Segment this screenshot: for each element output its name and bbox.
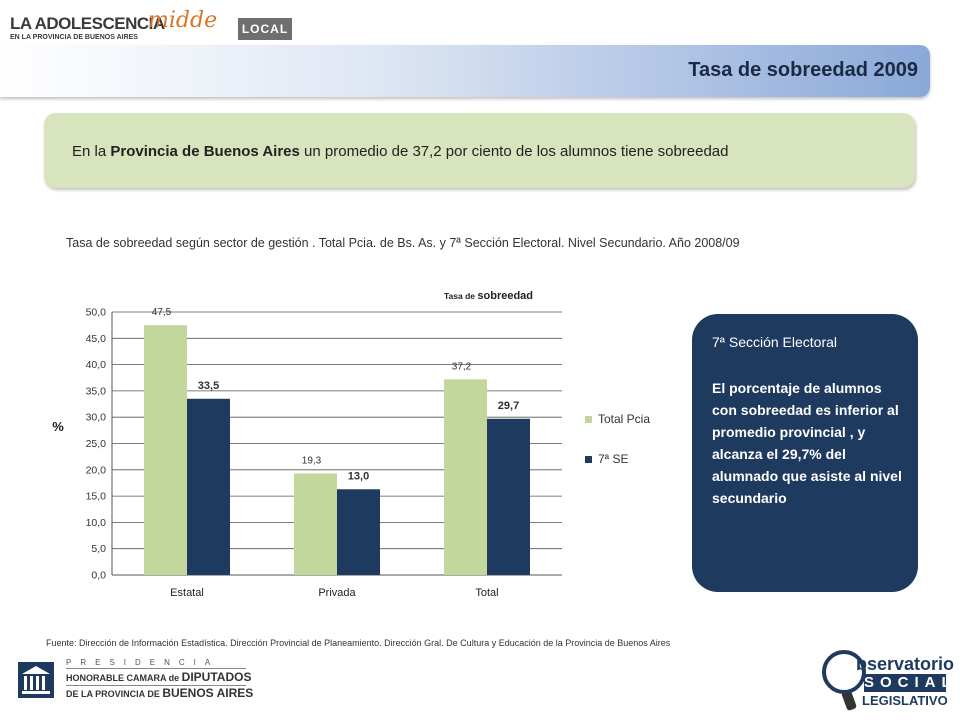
- brand-name: LA ADOLESCENCIA: [10, 14, 165, 33]
- observatorio-logo: bservatorio SOCIAL LEGISLATIVO: [820, 648, 957, 714]
- summary-text: En la Provincia de Buenos Aires un prome…: [72, 143, 729, 160]
- data-label: 13,0: [348, 470, 369, 482]
- y-tick-label: 30,0: [86, 412, 107, 424]
- chart-title: Tasa de sobreedad: [444, 290, 533, 302]
- data-label: 33,5: [198, 380, 219, 392]
- chart-caption: Tasa de sobreedad según sector de gestió…: [66, 236, 740, 250]
- summary-suffix: un promedio de 37,2 por ciento de los al…: [299, 143, 729, 160]
- diputados-logo: PRESIDENCIA HONORABLE CAMARA de DIPUTADO…: [18, 656, 253, 706]
- observatorio-label: bservatorio: [856, 654, 955, 674]
- x-tick-label: Privada: [318, 587, 356, 599]
- legislativo-label: LEGISLATIVO: [862, 693, 948, 708]
- y-tick-label: 50,0: [86, 307, 107, 319]
- social-label: SOCIAL: [864, 674, 957, 692]
- info-box: 7ª Sección Electoral El porcentaje de al…: [692, 314, 918, 592]
- y-tick-label: 45,0: [86, 333, 107, 345]
- y-tick-label: 0,0: [91, 570, 106, 582]
- legend-label: 7ª SE: [598, 452, 628, 466]
- y-axis-label: %: [52, 419, 64, 434]
- brand-logo: LA ADOLESCENCIA midde EN LA PROVINCIA DE…: [10, 8, 292, 44]
- logo-line-2b: BUENOS AIRES: [162, 686, 254, 700]
- y-tick-label: 35,0: [86, 385, 107, 397]
- data-label: 37,2: [452, 361, 472, 372]
- chart-title-small: Tasa de: [444, 291, 477, 301]
- data-label: 29,7: [498, 400, 519, 412]
- y-tick-label: 20,0: [86, 464, 107, 476]
- brand-subtitle: EN LA PROVINCIA DE BUENOS AIRES: [10, 34, 138, 41]
- bar-total-pcia: [444, 379, 487, 575]
- summary-prefix: En la: [72, 143, 111, 160]
- logo-line-1: HONORABLE CAMARA de DIPUTADOS: [66, 670, 251, 684]
- presidencia-label: PRESIDENCIA: [66, 658, 220, 667]
- chart-title-large: sobreedad: [477, 290, 533, 302]
- local-badge: LOCAL: [238, 18, 292, 40]
- legend-swatch: [585, 456, 592, 463]
- legislature-building-icon: [18, 662, 54, 698]
- bar-chart: 0,0 5,0 10,0 15,0 20,0 25,0 30,0 35,0 40,0 45,0 50…: [52, 290, 650, 599]
- logo-line-2: DE LA PROVINCIA DE BUENOS AIRES: [66, 686, 253, 700]
- legend-label: Total Pcia: [598, 412, 650, 426]
- y-tick-label: 40,0: [86, 359, 107, 371]
- logo-rule: [66, 668, 246, 669]
- bar-7-se: [187, 398, 230, 575]
- magnifier-icon: [822, 650, 866, 694]
- x-tick-label: Total: [475, 587, 498, 599]
- bar-total-pcia: [144, 325, 187, 575]
- logo-rule: [66, 685, 246, 686]
- x-tick-label: Estatal: [170, 587, 204, 599]
- info-body: El porcentaje de alumnos con sobreedad e…: [712, 380, 902, 506]
- bar-7-se: [487, 418, 530, 575]
- header-bar: Tasa de sobreedad 2009: [0, 45, 930, 97]
- logo-line-1b: DIPUTADOS: [181, 670, 252, 684]
- bar-total-pcia: [294, 473, 337, 575]
- bar-7-se: [337, 489, 380, 575]
- y-tick-label: 25,0: [86, 438, 107, 450]
- data-label: 47,5: [152, 307, 172, 318]
- info-title: 7ª Sección Electoral: [712, 334, 838, 350]
- logo-line-1a: HONORABLE CAMARA de: [66, 673, 182, 683]
- summary-bold: Provincia de Buenos Aires: [110, 143, 300, 160]
- y-tick-label: 15,0: [86, 491, 107, 503]
- logo-line-2a: DE LA PROVINCIA DE: [66, 689, 163, 699]
- data-label: 19,3: [302, 455, 322, 466]
- summary-box: En la Provincia de Buenos Aires un prome…: [44, 113, 915, 188]
- y-tick-label: 5,0: [91, 543, 106, 555]
- legend-swatch: [585, 416, 592, 423]
- page-title: Tasa de sobreedad 2009: [688, 59, 918, 81]
- y-tick-label: 10,0: [86, 517, 107, 529]
- source-note: Fuente: Dirección de Información Estadís…: [46, 638, 671, 648]
- brand-script: midde: [148, 8, 218, 33]
